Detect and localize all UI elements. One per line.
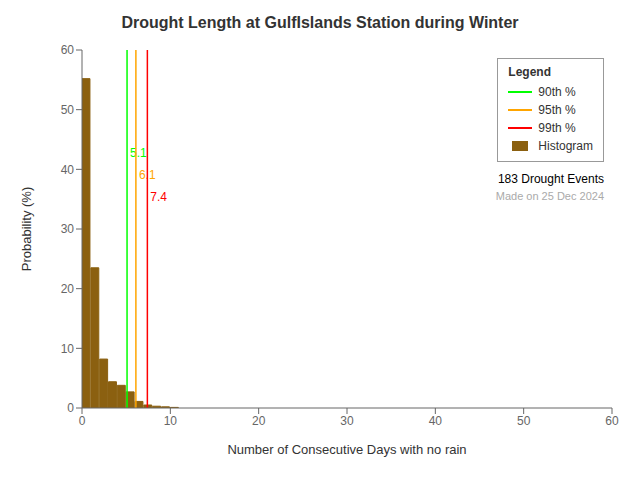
svg-text:6.1: 6.1 <box>138 168 156 183</box>
svg-text:60: 60 <box>61 43 75 57</box>
svg-text:Probability (%): Probability (%) <box>19 187 34 272</box>
html-text:99th %: 99th % <box>538 121 576 135</box>
svg-text:5.1: 5.1 <box>130 146 147 160</box>
svg-text:10: 10 <box>164 414 178 428</box>
html-text:Drought Length at GulfIslands: Drought Length at GulfIslands Station du… <box>121 14 519 31</box>
svg-text:0: 0 <box>79 414 86 428</box>
svg-text:50: 50 <box>517 414 531 428</box>
svg-text:7.4: 7.4 <box>150 190 167 204</box>
svg-text:Number of Consecutive Days wit: Number of Consecutive Days with no rain <box>227 442 466 457</box>
html-text:Made on 25 Dec 2024: Made on 25 Dec 2024 <box>495 190 604 202</box>
svg-text:20: 20 <box>252 414 266 428</box>
svg-text:60: 60 <box>605 414 619 428</box>
svg-text:40: 40 <box>61 163 75 177</box>
svg-text:40: 40 <box>429 414 443 428</box>
svg-text:0: 0 <box>67 401 74 415</box>
html-text:Legend: Legend <box>508 65 551 79</box>
svg-text:30: 30 <box>340 414 354 428</box>
svg-text:20: 20 <box>61 282 75 296</box>
svg-text:30: 30 <box>61 222 75 236</box>
svg-text:50: 50 <box>61 103 75 117</box>
svg-text:10: 10 <box>61 342 75 356</box>
html-text:183 Drought Events: 183 Drought Events <box>497 172 604 186</box>
html-text:90th %: 90th % <box>538 85 576 99</box>
html-text:95th %: 95th % <box>538 103 576 117</box>
html-text:Histogram: Histogram <box>538 139 593 153</box>
